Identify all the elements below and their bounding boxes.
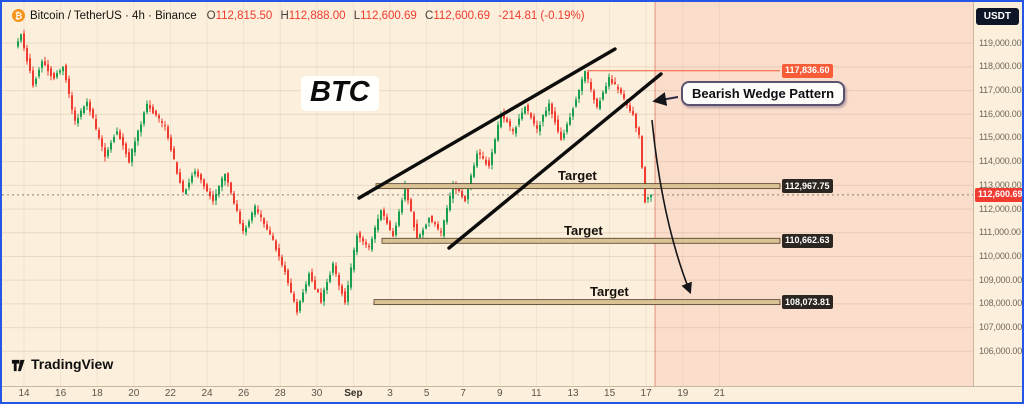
price-tick: 107,000.00 [979,322,1023,333]
open-value: 112,815.50 [215,9,273,22]
currency-toggle-button[interactable]: USDT [975,8,1019,25]
time-tick: 18 [91,388,103,399]
price-tick: 117,000.00 [979,85,1022,96]
price-tick: 106,000.00 [979,345,1023,356]
target-band[interactable] [373,299,781,306]
time-tick: 5 [423,388,430,399]
time-tick: 13 [567,388,579,399]
last-price-tag: 112,600.69 [975,187,1022,202]
price-tick: 118,000.00 [979,61,1022,72]
price-tick: 111,000.00 [979,227,1021,238]
ohlc-readout: O112,815.50 H112,888.00 L112,600.69 C112… [202,10,585,22]
price-tick: 115,000.00 [979,132,1022,143]
price-tick: 110,000.00 [979,250,1022,261]
time-tick: 15 [604,388,616,399]
tradingview-logo[interactable]: TradingView [11,356,113,372]
price-tick: 114,000.00 [979,156,1022,167]
time-axis[interactable]: 14 16 18 20 22 24 26 28 30 Sep 3 5 7 9 11 13 15 17 19 21 [2,386,1022,401]
bitcoin-icon: ₿ [12,9,25,22]
close-key: C [425,9,434,22]
tradingview-logo-text: TradingView [31,356,114,372]
open-key: O [206,9,216,22]
high-value: 112,888.00 [288,9,346,22]
time-tick: 3 [387,388,393,399]
breakdown-arrow[interactable] [651,119,692,295]
close-value: 112,600.69 [433,9,491,22]
price-tick: 119,000.00 [979,37,1022,48]
price-tick: 113,000.00 [979,179,1022,190]
change-value: -214.81 (-0.19%) [498,9,585,22]
time-tick: 20 [128,388,140,399]
target-band[interactable] [375,183,781,190]
time-tick: 21 [713,388,725,399]
time-tick: 19 [677,388,689,399]
time-tick: 7 [460,388,466,399]
tradingview-mark-icon [11,359,25,371]
low-value: 112,600.69 [360,9,417,22]
time-tick: 11 [531,388,542,399]
pattern-label[interactable]: Bearish Wedge Pattern [681,81,846,106]
target-band[interactable] [381,237,781,244]
price-axis[interactable]: 119,000.00 118,000.00 117,000.00 116,000.00… [973,2,1023,386]
wedge-trendline[interactable] [357,47,617,200]
time-tick: 14 [18,388,30,399]
time-tick: 24 [201,388,213,399]
symbol-legend[interactable]: ₿ Bitcoin / TetherUS · 4h · Binance O112… [12,9,585,22]
chart-plot[interactable] [2,2,973,386]
symbol-title[interactable]: Bitcoin / TetherUS · 4h · Binance [30,9,197,22]
btc-watermark: BTC [301,76,379,111]
pattern-pointer-arrow [652,92,679,106]
price-tick: 112,000.00 [979,203,1022,214]
time-tick: Sep [344,388,363,399]
time-tick: 28 [274,388,286,399]
time-tick: 17 [640,388,652,399]
projection-zone [655,2,973,386]
wedge-trendline[interactable] [447,72,663,250]
time-tick: 30 [311,388,323,399]
time-tick: 26 [238,388,250,399]
time-tick: 9 [497,388,503,399]
time-tick: 16 [55,388,67,399]
high-key: H [280,9,289,22]
price-tick: 109,000.00 [979,274,1023,285]
low-key: L [353,9,361,22]
price-tick: 116,000.00 [979,108,1022,119]
time-tick: 22 [164,388,176,399]
price-tick: 108,000.00 [979,298,1023,309]
candles[interactable] [17,29,652,316]
